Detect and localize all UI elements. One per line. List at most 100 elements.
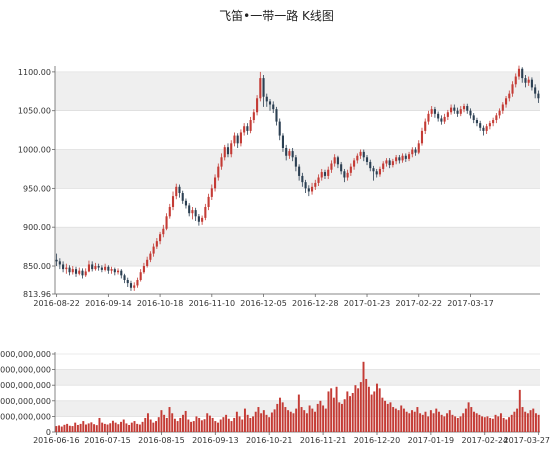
volume-bar bbox=[76, 424, 79, 432]
volume-bar bbox=[473, 411, 475, 432]
kline-y-tick-label: 813.96 bbox=[23, 290, 51, 299]
volume-bar bbox=[238, 416, 241, 432]
volume-bar bbox=[60, 426, 63, 432]
kline-y-tick-label: 950.00 bbox=[23, 184, 51, 193]
candle-body bbox=[81, 270, 84, 276]
volume-bar bbox=[343, 399, 346, 432]
volume-bar bbox=[408, 413, 411, 432]
candle-body bbox=[236, 135, 239, 144]
volume-bar bbox=[359, 382, 362, 432]
candle-body bbox=[485, 126, 488, 131]
volume-bar bbox=[98, 417, 101, 432]
candle-body bbox=[391, 161, 394, 166]
volume-y-tick-label: 0 bbox=[46, 428, 51, 437]
volume-bar bbox=[451, 414, 454, 432]
volume-bar bbox=[163, 414, 166, 432]
volume-bar bbox=[327, 391, 330, 432]
volume-bar bbox=[257, 407, 260, 432]
volume-bar bbox=[66, 423, 69, 432]
candle-body bbox=[492, 120, 495, 124]
candle-body bbox=[159, 234, 162, 242]
volume-bar bbox=[208, 415, 211, 432]
volume-bar bbox=[106, 424, 109, 432]
volume-bar bbox=[502, 417, 505, 432]
volume-x-tick-label: 2017-01-19 bbox=[408, 436, 455, 445]
volume-bar bbox=[173, 418, 176, 432]
volume-bar bbox=[537, 414, 540, 432]
candle-body bbox=[94, 266, 97, 270]
volume-bar bbox=[429, 410, 432, 432]
candle-body bbox=[58, 261, 61, 265]
volume-bar bbox=[157, 417, 160, 432]
volume-bar bbox=[171, 413, 174, 432]
kline-grid-band bbox=[55, 71, 540, 111]
candle-body bbox=[307, 188, 310, 192]
volume-bar bbox=[217, 422, 219, 432]
volume-bar bbox=[233, 417, 236, 432]
volume-grid-band bbox=[55, 369, 540, 386]
candle-body bbox=[459, 109, 462, 114]
candle-body bbox=[91, 264, 94, 270]
volume-bar bbox=[128, 424, 131, 432]
volume-bar bbox=[252, 416, 255, 432]
volume-bar bbox=[176, 421, 179, 432]
volume-bar bbox=[160, 410, 163, 432]
candle-body bbox=[217, 166, 220, 178]
volume-bar bbox=[319, 400, 322, 432]
candle-body bbox=[201, 217, 204, 222]
volume-bar bbox=[195, 416, 198, 432]
candle-body bbox=[333, 157, 336, 164]
candle-body bbox=[343, 171, 346, 178]
candle-body bbox=[87, 264, 91, 272]
volume-bar bbox=[144, 417, 147, 432]
candle-body bbox=[511, 84, 514, 94]
volume-bar bbox=[370, 394, 373, 432]
candle-body bbox=[168, 206, 171, 217]
candle-body bbox=[197, 216, 200, 222]
volume-bar bbox=[481, 416, 484, 432]
kline-y-tick-label: 1050.00 bbox=[18, 107, 51, 116]
volume-bar bbox=[376, 383, 378, 432]
candle-body bbox=[298, 166, 301, 176]
volume-bar bbox=[314, 411, 316, 432]
volume-bar bbox=[211, 417, 214, 432]
candle-body bbox=[365, 157, 369, 162]
kline-x-tick-label: 2016-08-22 bbox=[33, 299, 80, 308]
volume-bar bbox=[365, 378, 368, 432]
candle-body bbox=[353, 160, 356, 167]
candle-body bbox=[362, 151, 365, 158]
candle-body bbox=[340, 164, 343, 172]
volume-bar bbox=[316, 403, 319, 432]
volume-bar bbox=[95, 425, 98, 432]
candle-body bbox=[204, 206, 207, 218]
volume-bar bbox=[276, 403, 279, 432]
volume-y-tick-label: 3,000,000,000 bbox=[0, 381, 51, 390]
candle-body bbox=[330, 163, 333, 170]
volume-x-tick-label: 2016-10-21 bbox=[246, 436, 293, 445]
volume-bar bbox=[483, 417, 486, 432]
volume-bar bbox=[384, 400, 387, 432]
kline-x-tick-label: 2016-10-18 bbox=[137, 299, 184, 308]
volume-bar bbox=[270, 412, 273, 432]
candle-body bbox=[155, 241, 158, 247]
volume-bar bbox=[489, 417, 492, 432]
candle-body bbox=[304, 182, 307, 189]
volume-bar bbox=[200, 420, 203, 432]
volume-bar bbox=[494, 414, 497, 432]
volume-bar bbox=[249, 417, 252, 432]
candle-body bbox=[320, 172, 323, 178]
candle-body bbox=[230, 143, 233, 155]
candle-body bbox=[450, 107, 453, 113]
candle-body bbox=[223, 147, 226, 158]
candle-body bbox=[133, 285, 136, 288]
candle-body bbox=[508, 93, 511, 99]
volume-bar bbox=[378, 388, 381, 432]
kline-y-tick-label: 850.00 bbox=[23, 262, 51, 271]
volume-x-tick-label: 2016-06-16 bbox=[33, 436, 80, 445]
candle-body bbox=[398, 157, 401, 161]
volume-bar bbox=[111, 420, 114, 432]
candle-body bbox=[369, 161, 372, 169]
candle-body bbox=[275, 109, 278, 122]
candle-body bbox=[495, 115, 498, 121]
kline-y-tick-label: 1000.00 bbox=[18, 146, 51, 155]
